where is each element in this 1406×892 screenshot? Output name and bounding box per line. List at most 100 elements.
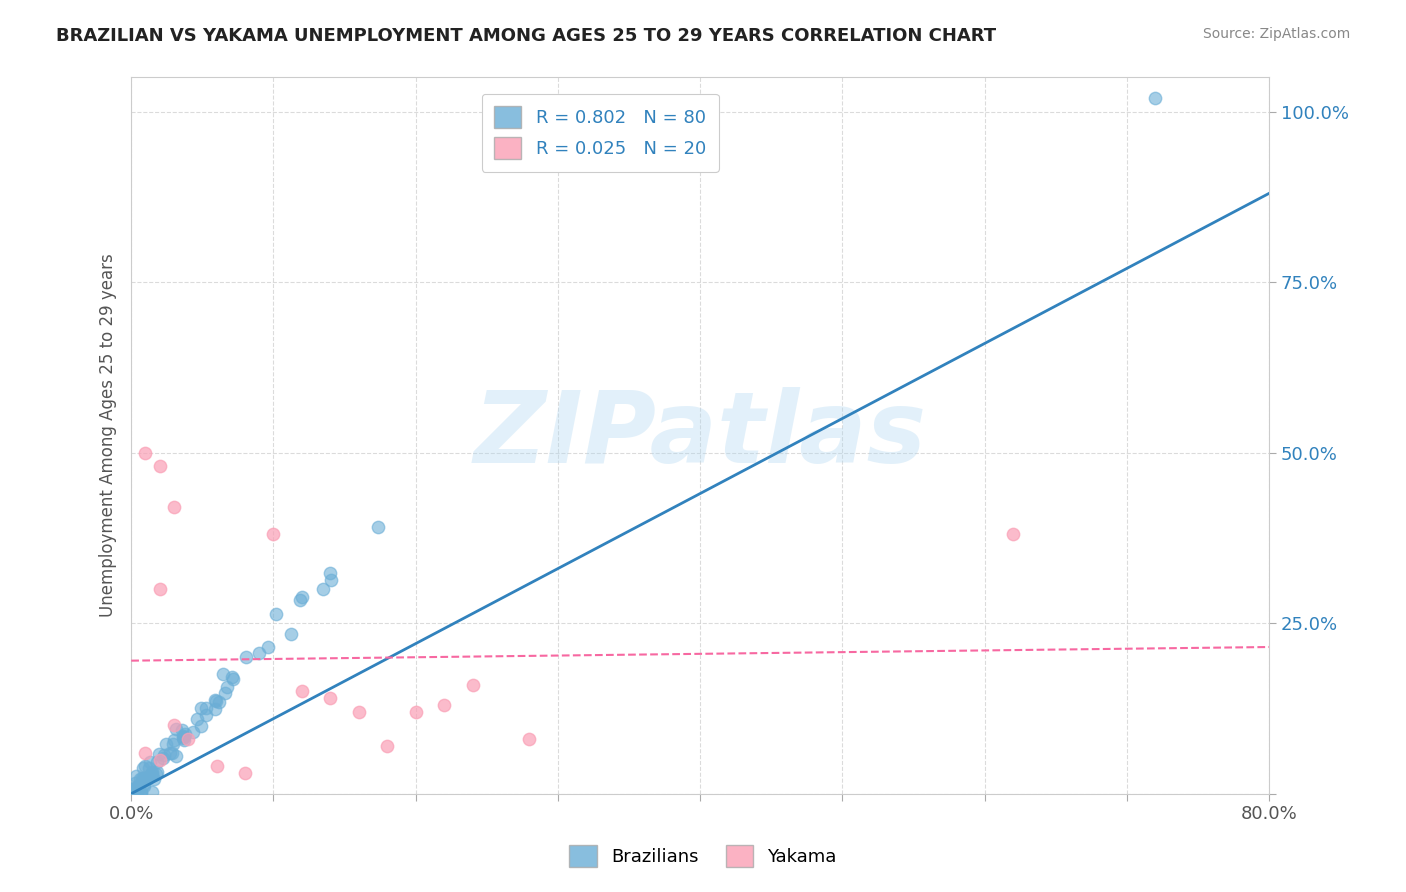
Point [146,756,169,770]
Point [139,755,162,769]
Legend: Brazilians, Yakama: Brazilians, Yakama [562,838,844,874]
Point [194,701,217,715]
Point [121,782,143,797]
Point [233,766,256,780]
Point [124,781,146,796]
Point [149,753,172,767]
Point [263,527,285,541]
Point [163,500,186,515]
Point [347,705,370,719]
Point [124,776,146,790]
Point [145,765,167,780]
Point [235,649,257,664]
Point [172,729,194,743]
Point [163,718,186,732]
Point [405,705,427,719]
Point [132,761,155,775]
Point [134,746,156,760]
Point [208,695,231,709]
Point [131,771,153,785]
Point [162,738,184,752]
Point [128,772,150,787]
Point [222,672,245,686]
Point [205,759,228,773]
Point [134,445,156,459]
Point [132,777,155,791]
Point [132,772,155,787]
Point [155,737,177,751]
Point [139,767,162,781]
Point [139,767,162,781]
Point [142,772,165,786]
Point [145,766,167,780]
Point [367,520,389,534]
Point [319,573,342,587]
Point [149,582,172,596]
Point [221,670,243,684]
Point [148,747,170,761]
Point [128,787,150,801]
Point [190,719,212,733]
Point [181,725,204,739]
Point [172,723,194,737]
Point [212,667,235,681]
Text: Source: ZipAtlas.com: Source: ZipAtlas.com [1202,27,1350,41]
Point [121,787,143,801]
Point [177,732,200,747]
Point [433,698,456,712]
Point [214,686,236,700]
Point [149,459,172,474]
Point [266,607,288,621]
Point [1144,91,1167,105]
Point [131,774,153,789]
Point [519,732,541,747]
Point [217,681,239,695]
Point [124,787,146,801]
Point [125,782,148,797]
Point [165,722,187,736]
Point [127,781,149,796]
Point [162,746,184,760]
Point [291,591,314,605]
Point [134,759,156,773]
Point [129,785,152,799]
Point [195,708,218,723]
Point [290,592,312,607]
Point [1001,527,1024,541]
Text: BRAZILIAN VS YAKAMA UNEMPLOYMENT AMONG AGES 25 TO 29 YEARS CORRELATION CHART: BRAZILIAN VS YAKAMA UNEMPLOYMENT AMONG A… [56,27,997,45]
Point [124,769,146,783]
Point [132,771,155,785]
Point [141,767,163,781]
Point [291,684,314,698]
Point [122,787,145,801]
Point [173,730,195,744]
Point [122,784,145,798]
Point [152,750,174,764]
Legend: R = 0.802   N = 80, R = 0.025   N = 20: R = 0.802 N = 80, R = 0.025 N = 20 [482,94,718,172]
Text: ZIPatlas: ZIPatlas [474,387,927,484]
Point [174,727,197,741]
Point [312,582,335,596]
Point [141,764,163,779]
Point [136,771,159,785]
Point [172,731,194,745]
Y-axis label: Unemployment Among Ages 25 to 29 years: Unemployment Among Ages 25 to 29 years [100,253,117,617]
Point [461,677,484,691]
Point [205,694,228,708]
Point [132,780,155,794]
Point [138,761,160,775]
Point [280,627,302,641]
Point [190,701,212,715]
Point [173,732,195,747]
Point [319,691,342,706]
Point [129,786,152,800]
Point [319,566,342,581]
Point [247,646,270,660]
Point [153,748,176,763]
Point [186,712,208,726]
Point [165,749,187,764]
Point [159,746,181,760]
Point [162,733,184,747]
Point [122,780,145,795]
Point [204,702,226,716]
